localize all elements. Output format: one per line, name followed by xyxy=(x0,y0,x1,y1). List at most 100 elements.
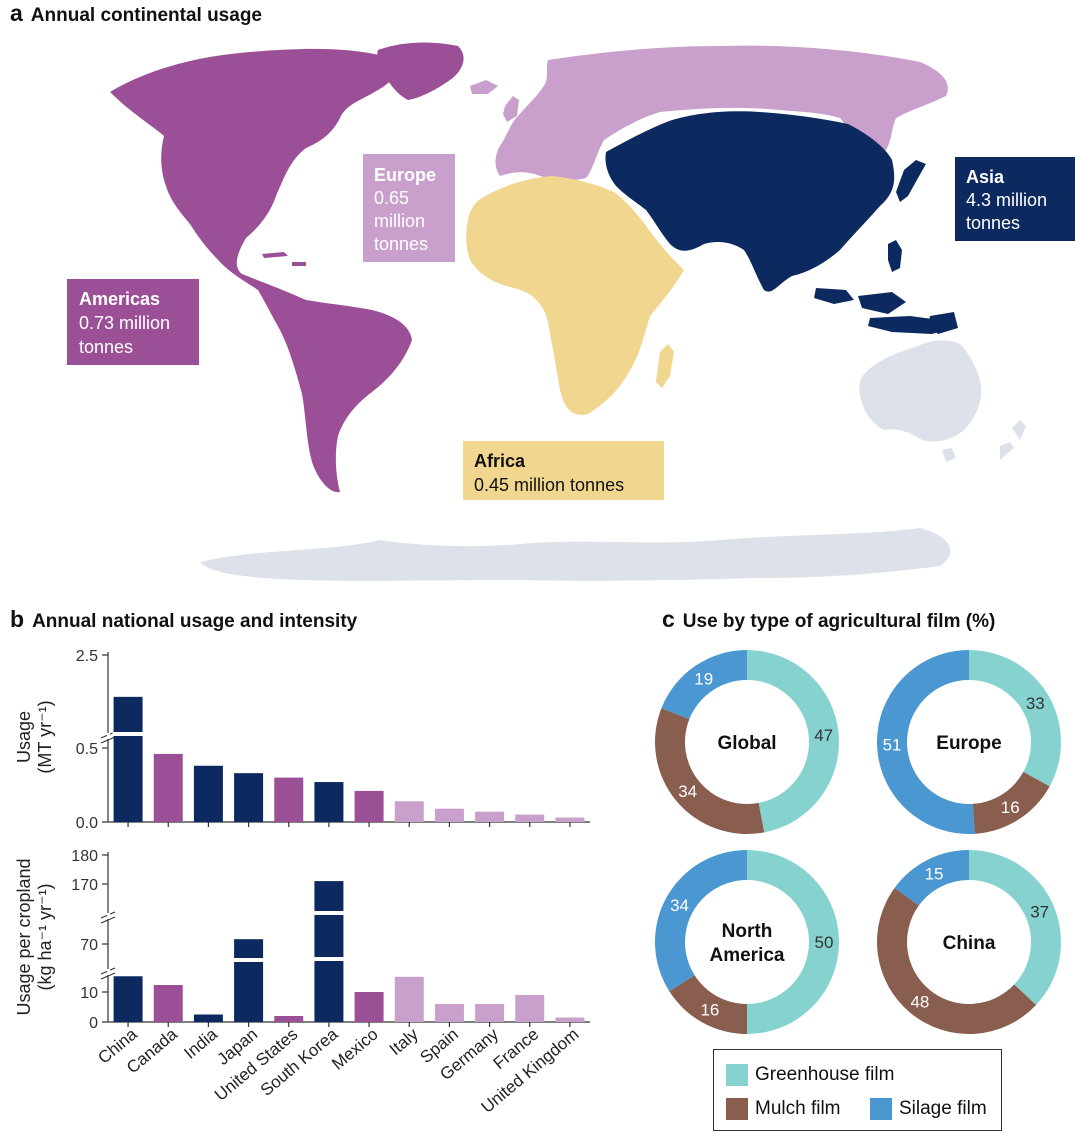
slice-value-label: 50 xyxy=(815,933,834,952)
y-tick-label: 70 xyxy=(80,937,98,954)
asia-shape xyxy=(605,111,895,292)
bar-break-gap xyxy=(233,958,265,962)
bar-china xyxy=(113,976,143,1022)
slice-silage-film xyxy=(661,650,747,720)
label-africa-box xyxy=(463,441,664,500)
intensity-bar-chart: 0 10 70 170 180 Usage per cropland (kg ha⁻¹ yr… xyxy=(14,848,590,1032)
bar-france xyxy=(515,995,545,1022)
legend-swatch-greenhouse xyxy=(726,1064,748,1086)
bar-united-kingdom xyxy=(555,817,585,822)
africa-shape xyxy=(466,176,684,415)
panel-b-letter: b xyxy=(10,606,25,632)
bar-break-gap xyxy=(112,732,144,736)
bar-united-kingdom xyxy=(555,1017,585,1022)
label-africa-name: Africa xyxy=(474,451,526,471)
bar-germany xyxy=(475,1004,505,1022)
new-zealand-shape xyxy=(1000,420,1026,460)
slice-value-label: 47 xyxy=(814,726,833,745)
panel-c-title-text: Use by type of agricultural film (%) xyxy=(682,611,996,632)
legend-item-greenhouse: Greenhouse film xyxy=(726,1064,894,1086)
slice-value-label: 15 xyxy=(925,864,944,883)
antarctica-shape xyxy=(200,528,951,581)
slice-greenhouse-film xyxy=(969,650,1061,787)
legend-item-silage: Silage film xyxy=(870,1098,987,1120)
slice-silage-film xyxy=(894,850,969,906)
donut-title: Europe xyxy=(936,733,1001,754)
slice-value-label: 16 xyxy=(700,1000,719,1019)
axis-break-gap xyxy=(107,913,110,919)
bar-charts: 0.0 0.5 2.5 Usage (MT yr⁻¹) 0 10 70 170 180 Usage … xyxy=(14,648,590,1117)
film-legend: Greenhouse film Mulch film Silage film xyxy=(713,1049,1002,1131)
label-africa-value: 0.45 million tonnes xyxy=(474,475,624,495)
bar-south-korea xyxy=(314,881,344,1022)
slice-silage-film xyxy=(655,850,747,992)
label-europe-unit: tonnes xyxy=(374,234,428,254)
britain-shape xyxy=(503,96,519,122)
label-americas-unit: tonnes xyxy=(79,337,133,357)
bar-mexico xyxy=(354,790,384,822)
bar-china xyxy=(113,696,143,822)
slice-value-label: 16 xyxy=(1001,798,1020,817)
label-asia-unit: tonnes xyxy=(966,213,1020,233)
panel-c-title: c Use by type of agricultural film (%) xyxy=(662,606,995,633)
y-axis-unit: (kg ha⁻¹ yr⁻¹) xyxy=(35,883,55,990)
bar-japan xyxy=(234,939,264,1022)
slice-value-label: 37 xyxy=(1030,902,1049,921)
label-americas-name: Americas xyxy=(79,289,160,309)
slice-mulch-film xyxy=(655,708,765,834)
y-tick-label: 180 xyxy=(71,848,98,865)
panel-b-title-text: Annual national usage and intensity xyxy=(32,611,358,632)
donut-north-america: 50 16 34 North America xyxy=(655,850,839,1034)
y-tick-label: 10 xyxy=(80,985,98,1002)
slice-mulch-film xyxy=(669,975,747,1034)
bar-italy xyxy=(394,976,424,1022)
slice-value-label: 48 xyxy=(910,992,929,1011)
philippines-shape xyxy=(888,240,902,272)
label-africa: Africa 0.45 million tonnes xyxy=(463,441,664,500)
label-europe-box xyxy=(363,154,455,262)
y-tick-label: 0.0 xyxy=(76,815,98,832)
donut-china: 37 48 15 China xyxy=(877,850,1061,1034)
label-americas: Americas 0.73 million tonnes xyxy=(67,279,199,365)
bar-india xyxy=(193,1014,223,1022)
slice-value-label: 51 xyxy=(883,735,902,754)
y-tick-label: 170 xyxy=(71,877,98,894)
donut-title: America xyxy=(710,945,785,966)
legend-item-mulch: Mulch film xyxy=(726,1098,841,1120)
slice-mulch-film xyxy=(972,771,1050,834)
bar-spain xyxy=(434,1004,464,1022)
donut-charts: 47 34 19 Global 33 16 51 Europe 50 16 34 North Ameri… xyxy=(655,650,1061,1034)
bar-united-states xyxy=(274,1016,304,1022)
category-label: Mexico xyxy=(328,1025,381,1074)
bar-break-gap xyxy=(313,911,345,915)
label-europe-value: 0.65 xyxy=(374,188,409,208)
panel-a-title: a Annual continental usage xyxy=(10,0,262,27)
bar-spain xyxy=(434,808,464,822)
label-asia: Asia 4.3 million tonnes xyxy=(955,157,1075,241)
europe-shape xyxy=(495,45,948,181)
bar-japan xyxy=(234,773,264,822)
y-axis-unit: (MT yr⁻¹) xyxy=(35,700,55,773)
bar-canada xyxy=(153,985,183,1022)
y-tick-label: 2.5 xyxy=(76,648,98,665)
donut-title: North xyxy=(722,921,773,942)
legend-swatch-silage xyxy=(870,1098,892,1120)
slice-greenhouse-film xyxy=(747,850,839,1034)
label-asia-value: 4.3 million xyxy=(966,190,1047,210)
y-tick-label: 0.5 xyxy=(76,741,98,758)
axis-break-gap xyxy=(107,733,110,739)
australia-shape xyxy=(859,340,982,442)
legend-label-silage: Silage film xyxy=(899,1098,987,1119)
bar-break-gap xyxy=(313,957,345,961)
bar-canada xyxy=(153,753,183,822)
slice-value-label: 33 xyxy=(1026,694,1045,713)
bar-south-korea xyxy=(314,782,344,822)
panel-a-title-text: Annual continental usage xyxy=(30,5,262,26)
y-axis-label: Usage per cropland xyxy=(14,858,34,1015)
greenland-shape xyxy=(377,42,464,100)
usage-bar-chart: 0.0 0.5 2.5 Usage (MT yr⁻¹) xyxy=(14,648,590,832)
donut-title: Global xyxy=(717,733,776,754)
slice-value-label: 19 xyxy=(694,669,713,688)
bar-germany xyxy=(475,811,505,822)
madagascar-shape xyxy=(656,344,674,388)
